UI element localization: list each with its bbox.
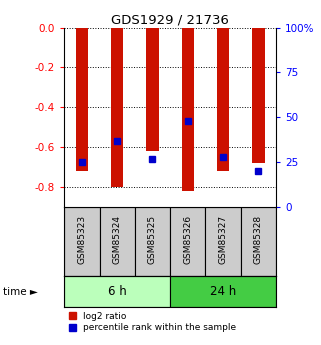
Bar: [100, 207, 135, 276]
Text: GSM85324: GSM85324: [113, 215, 122, 264]
Title: GDS1929 / 21736: GDS1929 / 21736: [111, 13, 229, 27]
Bar: [252, 28, 265, 163]
Text: GSM85325: GSM85325: [148, 215, 157, 264]
Bar: [64, 276, 170, 307]
Text: GSM85328: GSM85328: [254, 215, 263, 264]
Bar: [170, 276, 276, 307]
Bar: [76, 28, 88, 171]
Bar: [205, 207, 241, 276]
Text: 6 h: 6 h: [108, 285, 126, 298]
Text: GSM85326: GSM85326: [183, 215, 192, 264]
Text: GSM85327: GSM85327: [219, 215, 228, 264]
Bar: [146, 28, 159, 151]
Bar: [111, 28, 123, 187]
Bar: [241, 207, 276, 276]
Text: GSM85323: GSM85323: [77, 215, 86, 264]
Text: 24 h: 24 h: [210, 285, 236, 298]
Bar: [64, 207, 100, 276]
Legend: log2 ratio, percentile rank within the sample: log2 ratio, percentile rank within the s…: [69, 312, 236, 332]
Bar: [170, 207, 205, 276]
Bar: [182, 28, 194, 191]
Bar: [135, 207, 170, 276]
Bar: [217, 28, 229, 171]
Text: time ►: time ►: [3, 287, 38, 296]
